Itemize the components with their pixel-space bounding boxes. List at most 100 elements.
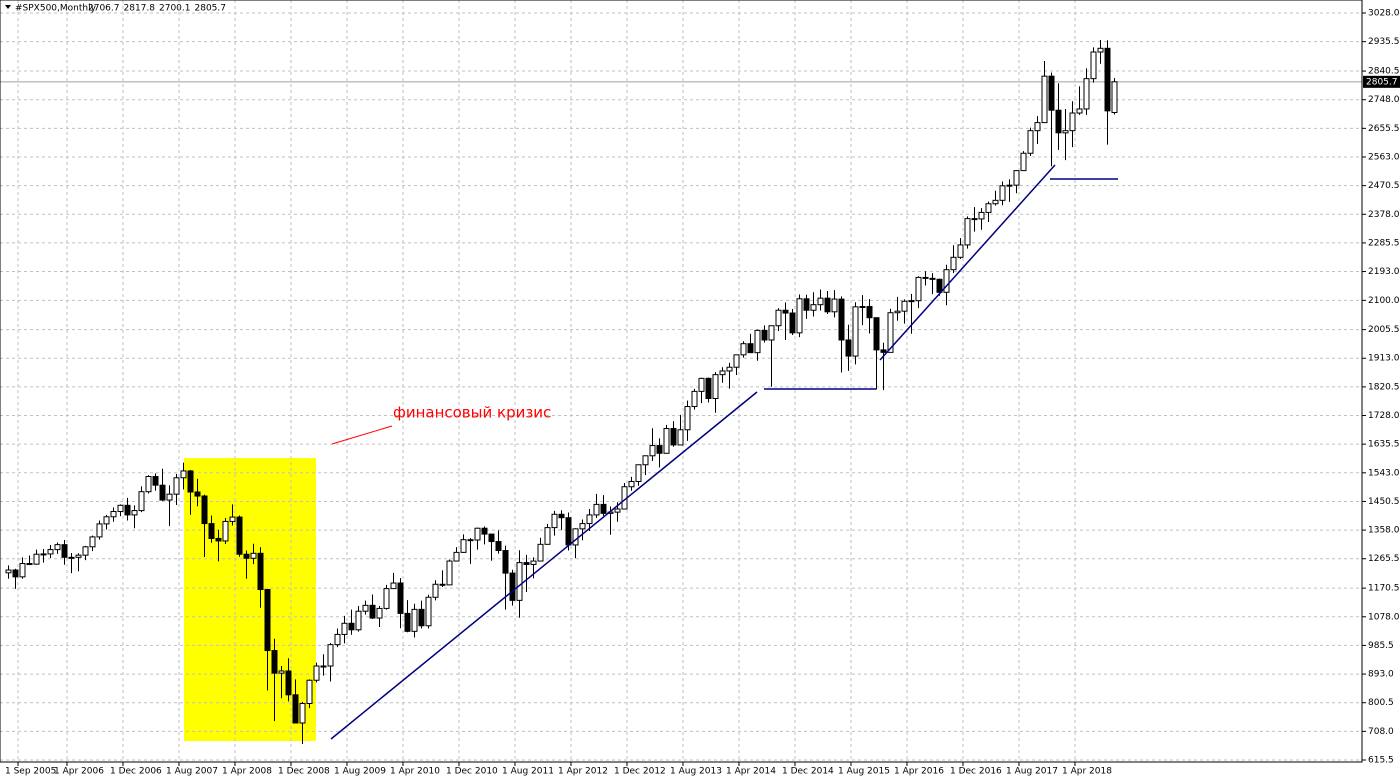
candle-body xyxy=(824,297,831,313)
candle-body xyxy=(376,607,383,619)
candle-body xyxy=(614,508,621,513)
candle-body xyxy=(509,572,516,601)
candle-body xyxy=(166,493,173,501)
candle-body xyxy=(628,480,635,488)
y-tick-label: 2005.5 xyxy=(1368,325,1400,335)
candle-body xyxy=(61,544,68,558)
candle-body xyxy=(663,428,670,454)
candle-body xyxy=(390,582,397,590)
x-tick-label: 1 Apr 2012 xyxy=(558,767,608,777)
y-tick-label: 2563.0 xyxy=(1368,152,1400,162)
candle-body xyxy=(705,377,712,399)
candle-body xyxy=(1013,170,1020,186)
candle-body xyxy=(642,455,649,466)
candle-body xyxy=(292,694,299,724)
candle-body xyxy=(460,539,467,553)
candle-body xyxy=(516,562,523,601)
candle-body xyxy=(187,470,194,493)
x-tick-label: 1 Dec 2006 xyxy=(110,767,162,777)
candle-body xyxy=(96,523,103,538)
ohlc-value: 2700.1 xyxy=(159,4,191,14)
candle-body xyxy=(985,203,992,213)
y-tick-label: 2935.5 xyxy=(1368,37,1400,47)
candle-body xyxy=(334,633,341,646)
candle-body xyxy=(173,477,180,495)
candle-body xyxy=(929,277,936,280)
candle-body xyxy=(537,543,544,562)
y-tick-label: 708.0 xyxy=(1368,727,1394,737)
candle-body xyxy=(54,544,61,551)
candle-body xyxy=(369,604,376,619)
candle-body xyxy=(887,312,894,353)
candle-body xyxy=(222,520,229,542)
y-tick-label: 1913.0 xyxy=(1368,354,1400,364)
y-tick-label: 1820.5 xyxy=(1368,382,1400,392)
candle-body xyxy=(957,244,964,258)
candle-body xyxy=(278,670,285,674)
candle-body xyxy=(12,569,19,578)
candle-body xyxy=(145,476,152,493)
candle-body xyxy=(68,556,75,559)
candle-body xyxy=(40,553,47,556)
candle-body xyxy=(474,527,481,541)
candle-body xyxy=(544,527,551,545)
candle-body xyxy=(495,541,502,552)
candle-body xyxy=(327,644,334,667)
candle-body xyxy=(971,218,978,221)
candle-body xyxy=(684,406,691,431)
candle-body xyxy=(698,377,705,392)
candle-body xyxy=(761,329,768,341)
candle-body xyxy=(873,317,880,351)
candle-body xyxy=(82,546,89,556)
candle-body xyxy=(138,491,145,512)
candle-body xyxy=(481,527,488,535)
candle-body xyxy=(586,514,593,525)
y-tick-label: 1170.5 xyxy=(1368,584,1400,594)
candle-body xyxy=(243,553,250,559)
candle-body xyxy=(1027,130,1034,154)
candle-body xyxy=(117,504,124,513)
candle-body xyxy=(740,343,747,356)
y-tick-label: 2100.0 xyxy=(1368,296,1400,306)
candle-body xyxy=(257,552,264,591)
candle-body xyxy=(1104,47,1111,112)
candle-body xyxy=(950,256,957,271)
y-tick-label: 1358.0 xyxy=(1368,526,1400,536)
candle-body xyxy=(264,589,271,652)
candle-body xyxy=(201,495,208,525)
candle-body xyxy=(635,464,642,482)
candle-body xyxy=(712,374,719,399)
candles xyxy=(5,39,1118,745)
candle-body xyxy=(747,343,754,354)
candle-body xyxy=(1062,130,1069,134)
y-tick-label: 1450.5 xyxy=(1368,497,1400,507)
candle-body xyxy=(964,218,971,246)
candle-body xyxy=(397,582,404,614)
candle-body xyxy=(859,306,866,309)
candle-body xyxy=(215,537,222,542)
plot-frame xyxy=(0,0,1363,763)
candle-body xyxy=(530,560,537,565)
candle-body xyxy=(320,665,327,668)
y-tick-label: 2470.5 xyxy=(1368,181,1400,191)
x-tick-label: 1 Aug 2013 xyxy=(670,767,722,777)
trend-line xyxy=(330,391,758,740)
candle-body xyxy=(1111,81,1118,113)
candle-body xyxy=(180,470,187,479)
candle-body xyxy=(502,550,509,574)
candle-body xyxy=(838,298,845,341)
candle-body xyxy=(124,504,131,516)
candle-body xyxy=(75,554,82,558)
candle-body xyxy=(782,309,789,314)
y-tick-label: 893.0 xyxy=(1368,670,1394,680)
annotation-line xyxy=(331,425,393,445)
x-tick-label: 1 Aug 2007 xyxy=(166,767,218,777)
candle-body xyxy=(229,516,236,522)
candle-body xyxy=(432,583,439,598)
candle-body xyxy=(817,297,824,306)
x-tick-label: 1 Apr 2018 xyxy=(1062,767,1112,777)
candle-body xyxy=(677,429,684,446)
y-tick-label: 2193.0 xyxy=(1368,267,1400,277)
candle-body xyxy=(425,596,432,627)
